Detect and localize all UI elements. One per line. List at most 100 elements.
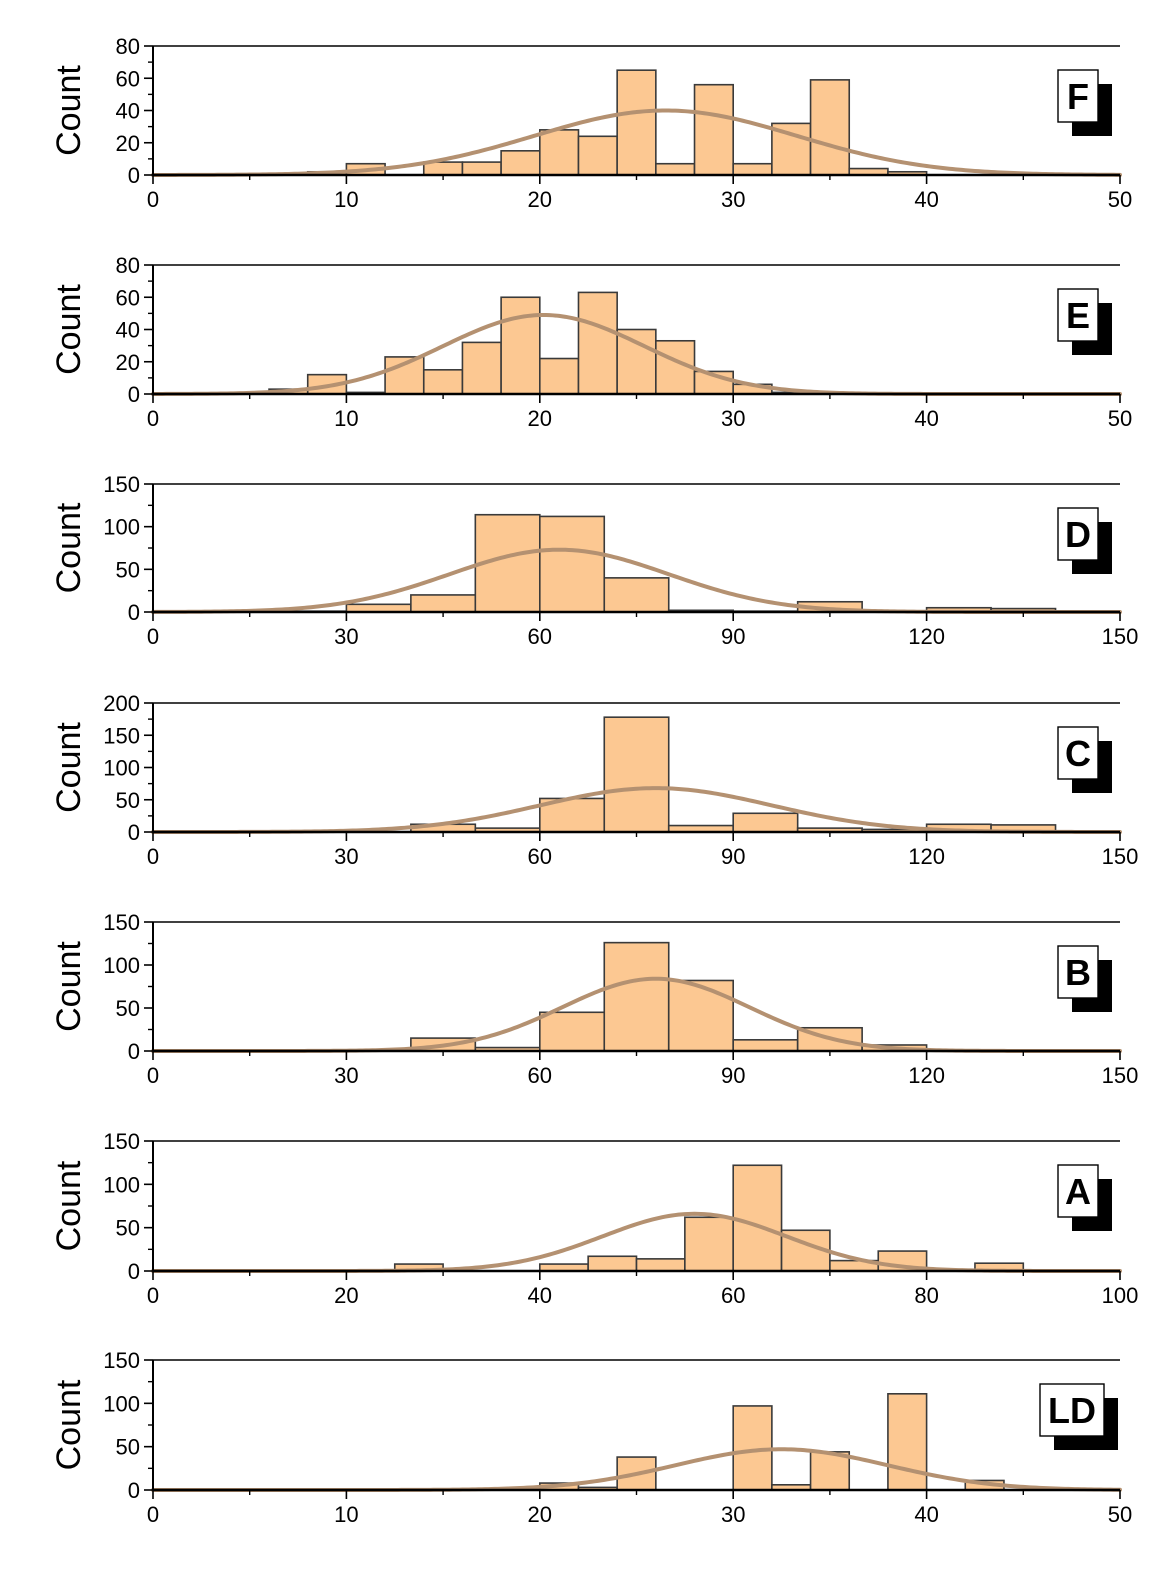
bar-f-26	[655, 162, 696, 176]
bar-f-28	[693, 83, 735, 176]
x-tick-label-ld-20: 20	[528, 1502, 552, 1527]
panel-label-e: E	[1066, 295, 1090, 336]
y-tick-label-ld-50: 50	[116, 1435, 140, 1460]
y-tick-label-c-150: 150	[103, 723, 140, 748]
panel-label-box-ld	[1039, 1383, 1105, 1437]
bar-f-20	[538, 129, 580, 176]
y-tick-label-e-20: 20	[116, 350, 140, 375]
x-tick-label-a-100: 100	[1102, 1283, 1139, 1308]
x-tick-label-a-40: 40	[528, 1283, 552, 1308]
bar-d-50	[474, 513, 541, 613]
x-tick-label-b-30: 30	[334, 1063, 358, 1088]
y-tick-label-f-60: 60	[116, 66, 140, 91]
panel-d: 0 50 100 150 0 30 60 90 120 150 Count D	[50, 472, 1138, 649]
y-axis-label-c: Count	[50, 722, 88, 813]
x-tick-label-f-40: 40	[914, 187, 938, 212]
bar-d-70	[603, 577, 670, 613]
y-tick-label-b-150: 150	[103, 910, 140, 935]
bar-e-22	[577, 291, 618, 395]
panel-label-a: A	[1065, 1171, 1091, 1212]
x-tick-label-f-0: 0	[147, 187, 159, 212]
y-tick-label-e-80: 80	[116, 253, 140, 278]
y-axis-label-a: Count	[50, 1160, 88, 1251]
panel-label-box-a	[1057, 1164, 1099, 1218]
panel-c: 0 50 100 150 200 0 30 60 90 120 150 Count C	[50, 691, 1138, 869]
y-tick-label-d-0: 0	[128, 600, 140, 625]
x-tick-label-ld-10: 10	[334, 1502, 358, 1527]
panel-label-f: F	[1067, 76, 1089, 117]
bar-e-14	[422, 369, 464, 395]
bar-e-20	[538, 357, 580, 395]
y-tick-label-ld-150: 150	[103, 1348, 140, 1373]
bar-f-22	[577, 135, 618, 176]
x-tick-label-c-150: 150	[1102, 844, 1139, 869]
x-tick-label-a-80: 80	[914, 1283, 938, 1308]
x-tick-label-b-90: 90	[721, 1063, 745, 1088]
x-tick-label-b-150: 150	[1102, 1063, 1139, 1088]
y-axis-label-f: Count	[50, 65, 88, 156]
x-tick-label-c-60: 60	[528, 844, 552, 869]
x-tick-label-d-120: 120	[908, 624, 945, 649]
bar-ld-34	[809, 1451, 851, 1491]
x-tick-label-f-30: 30	[721, 187, 745, 212]
panel-label-box-f	[1057, 69, 1099, 123]
y-axis-label-ld: Count	[50, 1379, 88, 1470]
x-tick-label-e-40: 40	[914, 406, 938, 431]
panel-label-box-c	[1057, 726, 1099, 780]
y-tick-label-ld-0: 0	[128, 1478, 140, 1503]
x-tick-label-d-60: 60	[528, 624, 552, 649]
bar-a-55	[684, 1216, 734, 1272]
bar-b-60	[538, 1011, 606, 1052]
y-axis-label-d: Count	[50, 502, 88, 593]
x-tick-label-e-20: 20	[528, 406, 552, 431]
y-axis-label-e: Count	[50, 284, 88, 375]
x-tick-label-ld-0: 0	[147, 1502, 159, 1527]
panel-label-ld: LD	[1048, 1390, 1096, 1431]
x-tick-label-e-50: 50	[1108, 406, 1132, 431]
x-tick-label-e-0: 0	[147, 406, 159, 431]
x-tick-label-f-10: 10	[334, 187, 358, 212]
x-tick-label-d-30: 30	[334, 624, 358, 649]
y-tick-label-f-40: 40	[116, 99, 140, 124]
y-tick-label-c-200: 200	[103, 691, 140, 716]
bar-e-16	[461, 341, 502, 395]
y-tick-label-b-0: 0	[128, 1039, 140, 1064]
bar-b-80	[667, 979, 735, 1052]
y-tick-label-a-0: 0	[128, 1259, 140, 1284]
panel-label-box-b	[1057, 945, 1099, 999]
x-tick-label-ld-30: 30	[721, 1502, 745, 1527]
fit-curve-f	[151, 108, 1122, 177]
x-tick-label-b-120: 120	[908, 1063, 945, 1088]
y-axis-label-b: Count	[50, 941, 88, 1032]
x-tick-label-c-0: 0	[147, 844, 159, 869]
y-tick-label-e-0: 0	[128, 382, 140, 407]
y-tick-label-a-100: 100	[103, 1172, 140, 1197]
panel-f: 0 20 40 60 80 0 10 20 30 40 50 Count F	[50, 34, 1132, 212]
panel-label-box-e	[1057, 288, 1099, 342]
y-tick-label-d-50: 50	[116, 557, 140, 582]
x-tick-label-b-0: 0	[147, 1063, 159, 1088]
y-tick-label-c-50: 50	[116, 788, 140, 813]
x-tick-label-ld-40: 40	[914, 1502, 938, 1527]
panel-ld: 0 50 100 150 0 10 20 30 40 50 Count LD	[50, 1348, 1132, 1527]
x-tick-label-c-30: 30	[334, 844, 358, 869]
y-tick-label-e-40: 40	[116, 318, 140, 343]
x-tick-label-e-10: 10	[334, 406, 358, 431]
x-tick-label-b-60: 60	[528, 1063, 552, 1088]
x-tick-label-ld-50: 50	[1108, 1502, 1132, 1527]
bar-f-24	[616, 69, 657, 176]
bar-ld-38	[887, 1393, 928, 1491]
panel-label-b: B	[1065, 952, 1091, 993]
y-tick-label-a-150: 150	[103, 1129, 140, 1154]
bar-f-18	[500, 150, 541, 176]
y-tick-label-b-100: 100	[103, 953, 140, 978]
y-tick-label-d-100: 100	[103, 515, 140, 540]
panel-label-d: D	[1065, 514, 1091, 555]
y-tick-label-e-60: 60	[116, 285, 140, 310]
x-tick-label-c-90: 90	[721, 844, 745, 869]
x-tick-label-a-0: 0	[147, 1283, 159, 1308]
x-tick-label-d-90: 90	[721, 624, 745, 649]
bar-a-45	[587, 1255, 638, 1272]
